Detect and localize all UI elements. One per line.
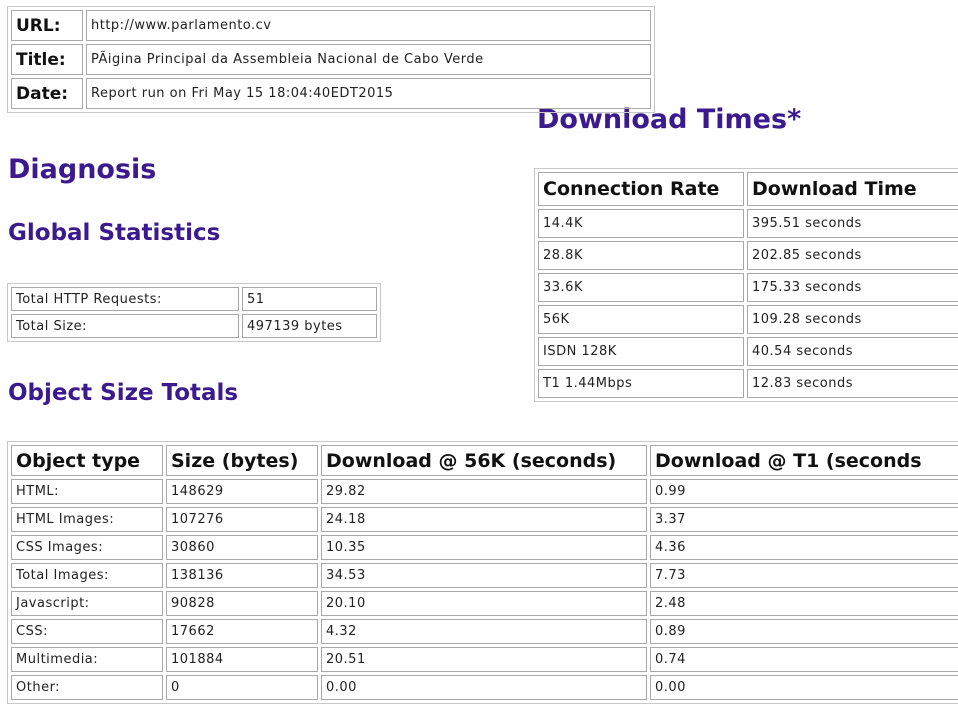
header-cell: Download @ T1 (seconds [650,445,958,476]
header-row: Connection Rate Download Time [538,172,958,206]
label-cell: T1 1.44Mbps [538,369,744,398]
row: URL: http://www.parlamento.cv [11,10,651,41]
value-cell: 395.51 seconds [747,209,958,238]
row: ISDN 128K 40.54 seconds [538,337,958,366]
value-cell: 30860 [166,535,318,560]
label-cell: CSS Images: [11,535,163,560]
value-cell: 0.00 [650,675,958,700]
label-cell: HTML: [11,479,163,504]
download-table: Connection Rate Download Time 14.4K 395.51 … [534,168,958,402]
value-cell: 0.99 [650,479,958,504]
label-cell: URL: [11,10,83,41]
value-cell: 0.89 [650,619,958,644]
value-cell: 497139 bytes [242,314,377,338]
table-body: Total HTTP Requests: 51 Total Size: 497139 … [11,287,377,338]
table-body: Connection Rate Download Time 14.4K 395.51 … [538,172,958,398]
label-cell: 33.6K [538,273,744,302]
label-cell: Total Size: [11,314,239,338]
label-cell: HTML Images: [11,507,163,532]
header-cell: Download Time [747,172,958,206]
label-cell: 14.4K [538,209,744,238]
value-cell: 7.73 [650,563,958,588]
value-cell: 138136 [166,563,318,588]
value-cell: 0.74 [650,647,958,672]
row: Total HTTP Requests: 51 [11,287,377,311]
row: CSS Images: 30860 10.35 4.36 [11,535,958,560]
label-cell: Javascript: [11,591,163,616]
heading: Diagnosis [8,154,157,185]
table-body: Object type Size (bytes) Download @ 56K (s… [11,445,958,700]
row: 56K 109.28 seconds [538,305,958,334]
value-cell: 20.51 [321,647,647,672]
value-cell: 29.82 [321,479,647,504]
row: Date: Report run on Fri May 15 18:04:40ED… [11,78,651,109]
value-cell: 148629 [166,479,318,504]
row: Title: PÃigina Principal da Assembleia Na… [11,44,651,75]
value-cell: 51 [242,287,377,311]
value-cell: Report run on Fri May 15 18:04:40EDT2015 [86,78,651,109]
label-cell: Date: [11,78,83,109]
header-cell: Object type [11,445,163,476]
value-cell: 3.37 [650,507,958,532]
label-cell: ISDN 128K [538,337,744,366]
label-cell: Other: [11,675,163,700]
value-cell: 4.36 [650,535,958,560]
heading: Global Statistics [8,220,221,246]
row: Multimedia: 101884 20.51 0.74 [11,647,958,672]
value-cell: http://www.parlamento.cv [86,10,651,41]
row: 28.8K 202.85 seconds [538,241,958,270]
label-cell: CSS: [11,619,163,644]
value-cell: PÃigina Principal da Assembleia Nacional… [86,44,651,75]
value-cell: 0 [166,675,318,700]
value-cell: 17662 [166,619,318,644]
value-cell: 2.48 [650,591,958,616]
value-cell: 90828 [166,591,318,616]
row: HTML Images: 107276 24.18 3.37 [11,507,958,532]
value-cell: 4.32 [321,619,647,644]
header-cell: Download @ 56K (seconds) [321,445,647,476]
row: Total Size: 497139 bytes [11,314,377,338]
label-cell: Total Images: [11,563,163,588]
row: T1 1.44Mbps 12.83 seconds [538,369,958,398]
label-cell: Multimedia: [11,647,163,672]
stats-table: Total HTTP Requests: 51 Total Size: 497139 … [7,283,381,342]
heading: Object Size Totals [8,380,239,406]
value-cell: 0.00 [321,675,647,700]
row: Other: 0 0.00 0.00 [11,675,958,700]
row: Total Images: 138136 34.53 7.73 [11,563,958,588]
header-cell: Connection Rate [538,172,744,206]
row: HTML: 148629 29.82 0.99 [11,479,958,504]
value-cell: 24.18 [321,507,647,532]
value-cell: 175.33 seconds [747,273,958,302]
value-cell: 40.54 seconds [747,337,958,366]
label-cell: 28.8K [538,241,744,270]
row: Javascript: 90828 20.10 2.48 [11,591,958,616]
value-cell: 107276 [166,507,318,532]
value-cell: 101884 [166,647,318,672]
value-cell: 20.10 [321,591,647,616]
table-body: URL: http://www.parlamento.cv Title: PÃigin… [11,10,651,109]
value-cell: 202.85 seconds [747,241,958,270]
value-cell: 34.53 [321,563,647,588]
header-cell: Size (bytes) [166,445,318,476]
info-table: URL: http://www.parlamento.cv Title: PÃigin… [7,6,655,113]
label-cell: Total HTTP Requests: [11,287,239,311]
heading: Download Times* [537,104,802,135]
row: 33.6K 175.33 seconds [538,273,958,302]
row: 14.4K 395.51 seconds [538,209,958,238]
value-cell: 109.28 seconds [747,305,958,334]
row: CSS: 17662 4.32 0.89 [11,619,958,644]
value-cell: 10.35 [321,535,647,560]
object-table: Object type Size (bytes) Download @ 56K (s… [7,441,958,704]
value-cell: 12.83 seconds [747,369,958,398]
header-row: Object type Size (bytes) Download @ 56K (s… [11,445,958,476]
label-cell: 56K [538,305,744,334]
label-cell: Title: [11,44,83,75]
